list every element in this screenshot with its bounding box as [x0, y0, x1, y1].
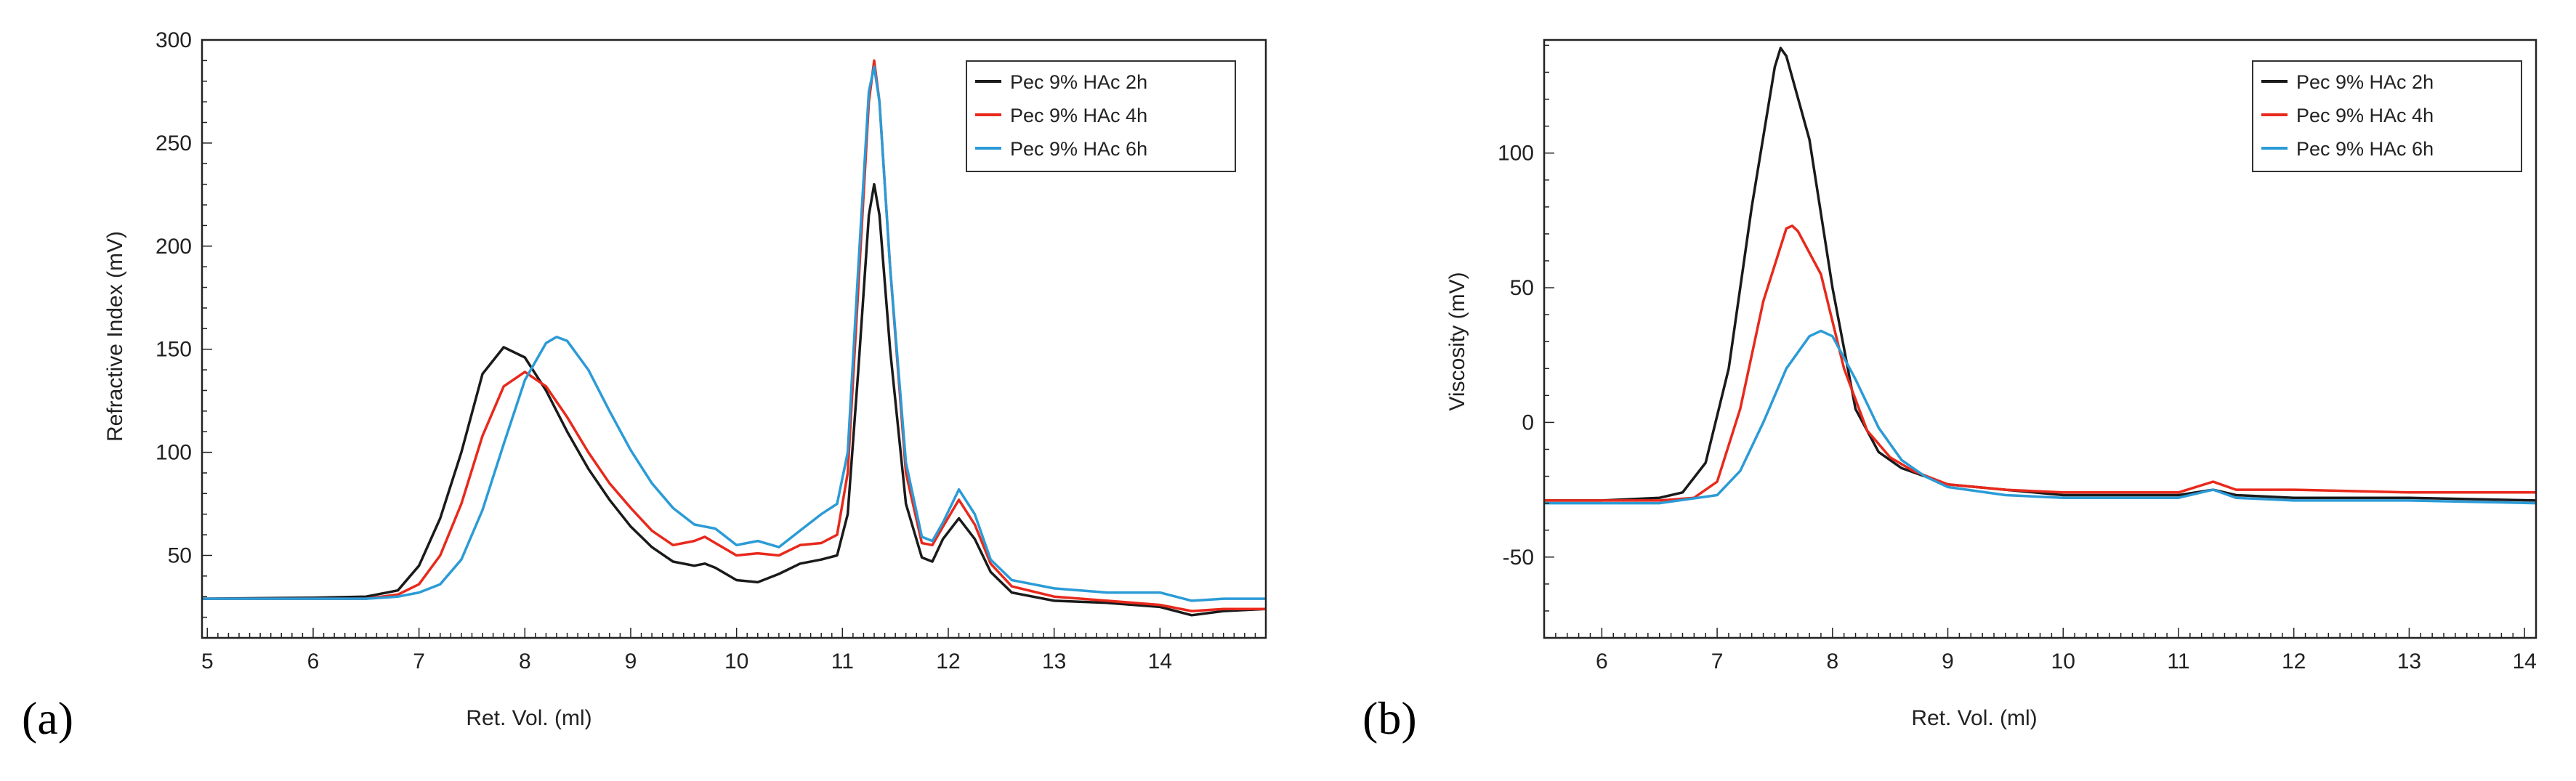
chart-a-series-layer	[202, 59, 1266, 617]
chart-a-x-tick-label: 6	[307, 650, 320, 673]
chart-b-legend-label-1: Pec 9% HAc 2h	[2296, 71, 2434, 93]
chart-a-y-tick-label: 200	[156, 235, 192, 259]
chart-b-y-axis-title: Viscosity (mV)	[1445, 272, 1469, 410]
chart-a-x-tick-label: 11	[831, 650, 854, 673]
chart-a-plot-frame	[201, 39, 1267, 639]
chart-a-x-axis-title: Ret. Vol. (ml)	[466, 706, 591, 730]
chart-a-x-tick-label: 13	[1042, 650, 1066, 673]
chart-a-legend-box	[966, 60, 1236, 172]
chart-b-y-tick-label: 0	[1522, 410, 1534, 434]
chart-a-y-axis-title: Refractive Index (mV)	[103, 231, 127, 442]
chart-b-series-line-2	[1544, 224, 2536, 502]
chart-b-viscosity: 6 7 8 9 10 11 12 13 14 -50 0 50 100 Ret. Vol. (ml) V…	[1445, 39, 2537, 730]
chart-b-x-tick-label: 8	[1826, 650, 1838, 673]
chart-a-y-tick-label: 100	[156, 441, 192, 465]
chart-a-x-tick-label: 10	[724, 650, 748, 673]
chart-a-series-line-3	[202, 65, 1266, 602]
chart-a-legend-label-1: Pec 9% HAc 2h	[1010, 71, 1147, 93]
panel-label-a: (a)	[22, 692, 73, 744]
chart-b-ticks: 6 7 8 9 10 11 12 13 14 -50 0 50 100	[1498, 44, 2537, 673]
chart-b-legend: Pec 9% HAc 2h Pec 9% HAc 4h Pec 9% HAc 6h	[2252, 60, 2522, 172]
chart-b-x-tick-label: 12	[2282, 650, 2306, 673]
chart-b-x-tick-label: 6	[1596, 650, 1608, 673]
chart-b-y-tick-label: 100	[1498, 142, 1534, 166]
chart-b-x-tick-label: 7	[1711, 650, 1724, 673]
chart-b-x-tick-label: 13	[2397, 650, 2421, 673]
chart-a-series-line-1	[202, 182, 1266, 617]
chart-b-x-tick-label: 9	[1942, 650, 1954, 673]
chart-a-y-tick-label: 250	[156, 131, 192, 155]
chart-b-legend-label-2: Pec 9% HAc 4h	[2296, 105, 2434, 126]
chart-b-x-tick-label: 11	[2167, 650, 2189, 673]
chart-a-x-tick-label: 14	[1148, 650, 1172, 673]
chart-a-ticks: 5 6 7 8 9 10 11 12 13 14 50 100 150 200 250 300	[156, 28, 1267, 673]
chart-a-x-tick-label: 7	[413, 650, 425, 673]
chart-b-x-tick-label: 10	[2051, 650, 2075, 673]
chart-a-x-tick-label: 12	[936, 650, 960, 673]
chart-a-y-tick-label: 50	[168, 543, 192, 567]
chart-a-y-tick-label: 150	[156, 338, 192, 362]
panel-label-b: (b)	[1362, 692, 1417, 744]
chart-b-x-tick-label: 14	[2512, 650, 2536, 673]
chart-a-x-tick-label: 8	[519, 650, 531, 673]
chart-b-x-axis-title: Ret. Vol. (ml)	[1911, 706, 2037, 730]
chart-a-legend-label-3: Pec 9% HAc 6h	[1010, 138, 1147, 160]
chart-b-legend-label-3: Pec 9% HAc 6h	[2296, 138, 2434, 160]
chart-b-legend-box	[2252, 60, 2522, 172]
chart-a-x-tick-label: 5	[201, 650, 214, 673]
chart-b-series-line-3	[1544, 329, 2536, 505]
chart-a-x-tick-label: 9	[625, 650, 637, 673]
chart-a-legend-label-2: Pec 9% HAc 4h	[1010, 105, 1147, 126]
chart-a-legend: Pec 9% HAc 2h Pec 9% HAc 4h Pec 9% HAc 6h	[966, 60, 1236, 172]
chart-a-series-line-2	[202, 59, 1266, 612]
chart-b-series-layer	[1544, 46, 2536, 505]
chart-b-y-tick-label: 50	[1510, 276, 1534, 300]
chart-b-y-tick-label: -50	[1503, 546, 1534, 570]
chart-a-refractive-index: 5 6 7 8 9 10 11 12 13 14 50 100 150 200 250 300 Ret. Vo…	[103, 28, 1267, 730]
chart-a-y-tick-label: 300	[156, 28, 192, 52]
